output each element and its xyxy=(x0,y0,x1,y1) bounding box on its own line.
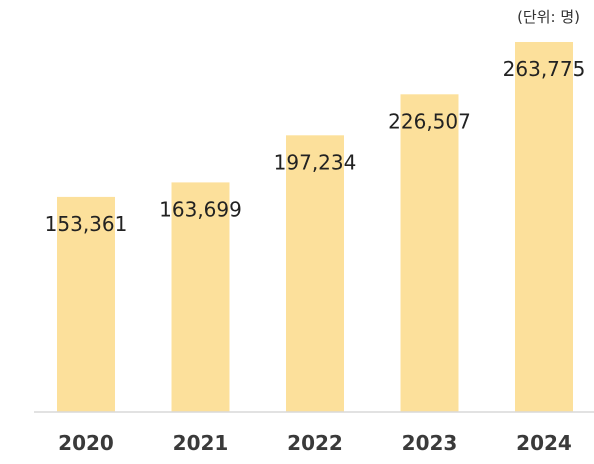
bar-2022 xyxy=(286,135,344,413)
x-axis-ticks: 2020 2021 2022 2023 2024 xyxy=(58,431,572,455)
bar-2020 xyxy=(57,196,115,412)
value-label-2023: 226,507 xyxy=(388,109,471,133)
bar-2023 xyxy=(400,94,459,413)
x-tick-2020: 2020 xyxy=(58,431,114,455)
bar-2024 xyxy=(515,42,573,412)
x-tick-2021: 2021 xyxy=(173,431,229,455)
x-tick-2023: 2023 xyxy=(402,431,458,455)
bar-2021 xyxy=(171,182,230,412)
x-tick-2024: 2024 xyxy=(516,431,572,455)
bars-group xyxy=(57,42,573,413)
unit-note: (단위: 명) xyxy=(517,8,580,26)
x-tick-2022: 2022 xyxy=(287,431,343,455)
value-label-2020: 153,361 xyxy=(45,212,128,236)
value-label-2024: 263,775 xyxy=(503,57,586,81)
value-labels: 153,361 163,699 197,234 226,507 263,775 xyxy=(45,57,586,236)
value-label-2021: 163,699 xyxy=(159,197,242,221)
value-label-2022: 197,234 xyxy=(274,150,357,174)
